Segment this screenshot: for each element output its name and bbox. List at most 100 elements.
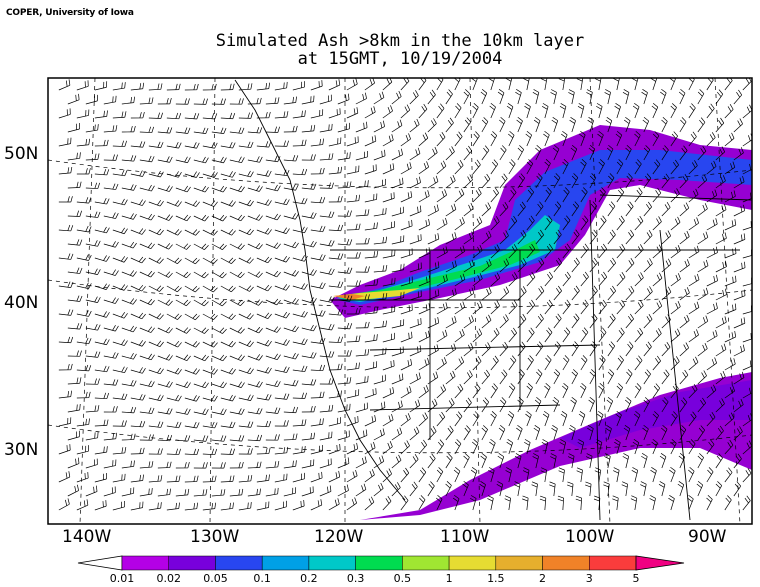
wind-barb [202, 200, 218, 207]
wind-barb [283, 241, 299, 249]
wind-barb [76, 109, 90, 119]
wind-barb [445, 260, 457, 273]
wind-barb [94, 197, 110, 205]
wind-barb [508, 383, 516, 399]
wind-barb [445, 174, 456, 189]
wind-barb [157, 488, 171, 497]
wind-barb [337, 93, 350, 105]
wind-barb [238, 83, 253, 91]
wind-barb [688, 273, 700, 287]
wind-barb [58, 196, 73, 203]
wind-barb [292, 81, 305, 91]
wind-barb [688, 103, 696, 119]
wind-barb [238, 199, 254, 207]
wind-barb [256, 447, 271, 455]
wind-barb [562, 327, 571, 343]
wind-barb [310, 167, 325, 175]
colorbar-segment [355, 555, 403, 571]
wind-barb [589, 229, 598, 245]
wind-barb [523, 78, 530, 91]
wind-barb [670, 216, 681, 231]
wind-barb [553, 229, 562, 245]
wind-barb [670, 273, 681, 287]
wind-barb [517, 173, 526, 189]
wind-barb [517, 229, 527, 245]
wind-barb [679, 369, 689, 385]
wind-barb [274, 169, 290, 177]
wind-barb [499, 369, 508, 385]
wind-barb [121, 487, 135, 497]
wind-barb [454, 131, 463, 147]
wind-barb [559, 103, 567, 119]
wind-barb [409, 345, 422, 357]
colorbar-segment [168, 555, 216, 571]
wind-barb [624, 116, 631, 133]
wind-barb [661, 117, 668, 133]
wind-barb [67, 93, 80, 105]
wind-barb [157, 354, 173, 361]
wind-barb [559, 439, 567, 455]
wind-barb [337, 322, 353, 330]
wind-barb [418, 467, 427, 483]
wind-barb [742, 495, 751, 511]
wind-barb [562, 243, 571, 259]
wind-barb [418, 247, 431, 259]
wind-barb [112, 339, 128, 346]
wind-barb [688, 188, 699, 203]
wind-barb [526, 271, 536, 287]
wind-barb [569, 117, 576, 133]
wind-barb [616, 243, 626, 259]
wind-barb [436, 217, 448, 231]
wind-barb [490, 131, 498, 147]
wind-barb [346, 223, 361, 231]
wind-barb [418, 412, 428, 427]
wind-barb [139, 97, 154, 105]
wind-barb [724, 467, 733, 483]
wind-barb [76, 391, 91, 399]
wind-barb [733, 261, 746, 273]
wind-barb [256, 393, 272, 401]
longitude-line [469, 78, 481, 524]
latitude-line [48, 159, 752, 189]
wind-barb [499, 230, 509, 245]
wind-barb [598, 187, 606, 203]
wind-barb [742, 467, 752, 483]
wind-barb [355, 429, 368, 441]
wind-barb [679, 202, 690, 217]
wind-barb [616, 355, 624, 371]
wind-barb [355, 209, 370, 217]
wind-barb [427, 118, 437, 133]
wind-barb [481, 342, 491, 357]
wind-barb [634, 355, 643, 371]
wind-barb [488, 467, 495, 483]
wind-barb [193, 156, 209, 164]
wind-barb [346, 308, 361, 315]
wind-barb [94, 365, 110, 373]
wind-barb [418, 330, 430, 343]
colorbar-tick-label: 0.3 [346, 572, 365, 585]
wind-barb [76, 138, 91, 147]
wind-barb [184, 341, 200, 348]
wind-barb [751, 495, 752, 497]
wind-barb [544, 355, 552, 371]
wind-barb [697, 370, 707, 385]
wind-barb [103, 379, 119, 386]
longitude-line [714, 78, 741, 524]
wind-barb [445, 453, 453, 469]
wind-barb [229, 185, 245, 193]
wind-barb [544, 243, 553, 259]
wind-barb [418, 495, 426, 511]
wind-barb [481, 397, 490, 413]
wind-barb [148, 285, 164, 292]
wind-barb [67, 457, 80, 469]
colorbar-segment [495, 555, 543, 571]
wind-barb [247, 243, 263, 250]
wind-barb [355, 237, 370, 245]
wind-barb [517, 145, 524, 161]
wind-barb [67, 377, 82, 385]
wind-barb [400, 191, 413, 203]
wind-barb [202, 475, 217, 483]
wind-barb [310, 196, 326, 204]
wind-barb [76, 337, 92, 345]
wind-barb [558, 78, 566, 91]
